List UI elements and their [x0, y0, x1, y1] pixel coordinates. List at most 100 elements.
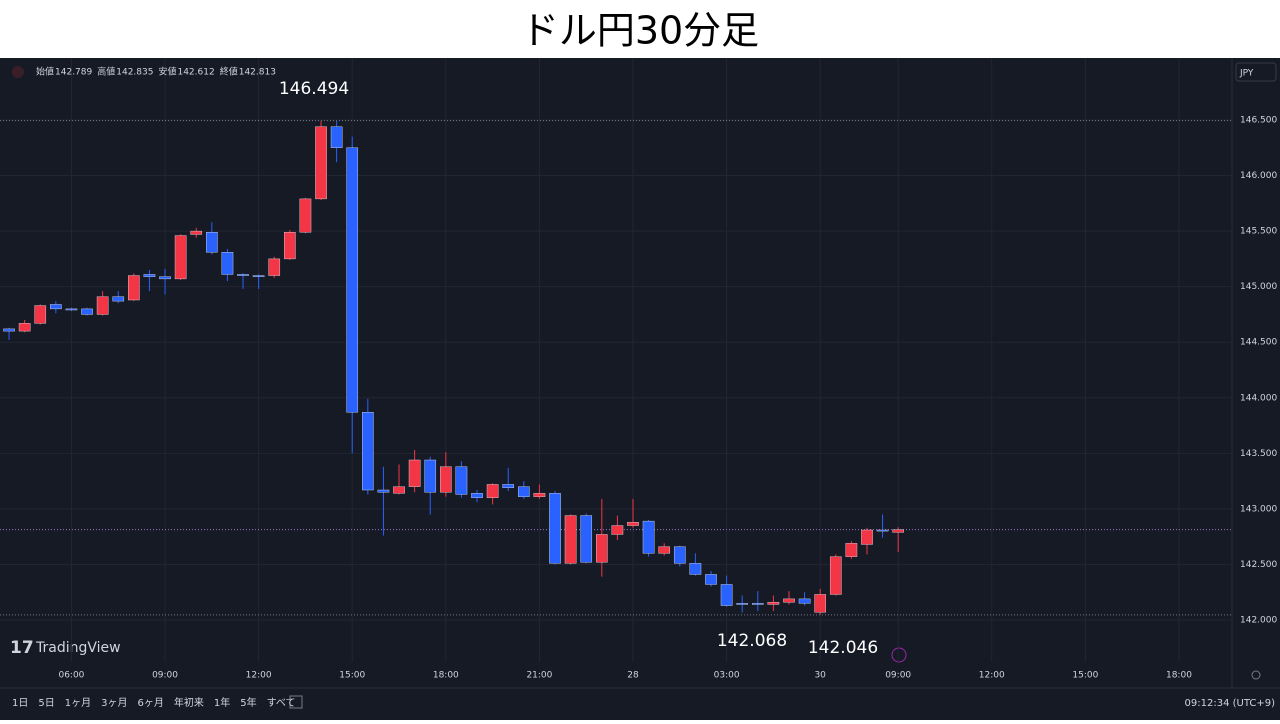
candle-body	[845, 543, 858, 557]
candle-body	[377, 489, 390, 493]
candle-body	[829, 556, 842, 595]
event-icon[interactable]	[891, 647, 907, 663]
ohlc-value: 142.813	[239, 68, 276, 78]
candle-body	[564, 515, 577, 564]
range-button[interactable]: 1ヶ月	[65, 697, 91, 709]
currency-box[interactable]	[1235, 62, 1277, 82]
candle-body	[237, 274, 249, 276]
candle-body	[673, 546, 686, 564]
range-button[interactable]: 年初来	[174, 696, 204, 709]
candle-body	[315, 126, 327, 200]
y-tick-label: 146.500	[1240, 116, 1277, 126]
menu-icon[interactable]	[12, 66, 24, 78]
candle-body	[299, 198, 312, 233]
x-tick-label: 15:00	[339, 671, 365, 681]
candle-body	[221, 252, 234, 275]
range-button[interactable]: 6ヶ月	[138, 697, 164, 709]
chart-title: ドル円30分足	[521, 9, 759, 53]
candle-body	[252, 275, 265, 277]
candle-body	[330, 126, 343, 148]
candle-body	[533, 493, 546, 497]
range-button[interactable]: 1日	[12, 698, 28, 709]
candle-body	[798, 598, 811, 604]
ohlc-label: 安値	[158, 66, 176, 78]
candle-body	[440, 466, 452, 493]
ohlc-value: 142.835	[116, 68, 153, 78]
ohlc-label: 高値	[97, 66, 115, 78]
x-tick-label: 12:00	[246, 671, 272, 681]
title-band	[0, 0, 1280, 58]
x-tick-label: 18:00	[1166, 671, 1192, 681]
candle-body	[892, 529, 904, 533]
y-tick-label: 145.500	[1240, 227, 1277, 237]
range-button[interactable]: 5日	[38, 698, 54, 709]
candle-body	[143, 274, 156, 277]
x-tick-label: 03:00	[714, 671, 740, 681]
candle-body	[783, 598, 795, 603]
candle-body	[549, 493, 561, 564]
candle-body	[174, 235, 187, 280]
candle-body	[595, 534, 608, 563]
candle-body	[50, 304, 62, 310]
candle-body	[486, 484, 499, 498]
y-tick-label: 143.500	[1240, 449, 1277, 459]
candle-body	[393, 486, 405, 494]
candle-body	[642, 520, 655, 554]
logo: 17 TradingView	[10, 638, 121, 658]
x-tick-label: 06:00	[58, 671, 84, 681]
currency[interactable]: JPY	[1239, 69, 1254, 79]
candle-body	[876, 529, 889, 532]
candle-body	[814, 594, 827, 613]
candle-body	[362, 412, 374, 491]
ohlc-label: 始値	[36, 66, 54, 78]
x-tick-label: 21:00	[526, 671, 552, 681]
candle-body	[346, 147, 359, 413]
date-range-icon[interactable]	[289, 695, 303, 709]
y-tick-label: 142.500	[1240, 560, 1277, 570]
candle-body	[767, 602, 780, 605]
range-button[interactable]: 3ヶ月	[101, 697, 127, 709]
annotation: 142.068	[717, 631, 787, 651]
candle-body	[190, 230, 203, 235]
candle-body	[502, 484, 515, 488]
logo-text: TradingView	[35, 640, 121, 656]
candle-body	[112, 296, 125, 302]
candle-body	[689, 563, 702, 575]
y-tick-label: 145.000	[1240, 282, 1277, 292]
y-tick-label: 144.000	[1240, 393, 1277, 403]
candle-body	[705, 574, 717, 585]
candle-body	[517, 486, 530, 497]
candle-body	[580, 515, 593, 563]
candle-body	[408, 459, 421, 487]
candle-body	[736, 603, 749, 605]
x-tick-label: 28	[627, 671, 639, 681]
candle-body	[206, 232, 218, 253]
settings-icon[interactable]	[1251, 670, 1261, 680]
range-button[interactable]: 5年	[240, 696, 256, 709]
candle-body	[96, 296, 109, 315]
x-tick-label: 15:00	[1072, 671, 1098, 681]
y-tick-label: 142.000	[1240, 616, 1277, 626]
candle-body	[81, 308, 93, 315]
range-button[interactable]: 1年	[214, 696, 230, 709]
logo-mark: 17	[10, 638, 34, 658]
clock: 09:12:34 (UTC+9)	[1185, 698, 1276, 709]
candle-body	[65, 308, 78, 311]
candle-body	[18, 323, 31, 332]
annotation: 142.046	[808, 638, 878, 658]
candle-body	[3, 328, 15, 332]
range-button[interactable]: すべて	[267, 697, 296, 709]
x-tick-label: 09:00	[885, 671, 911, 681]
candle-body	[658, 546, 671, 554]
candle-body	[268, 258, 281, 276]
x-tick-label: 30	[814, 671, 826, 681]
candle-body	[720, 584, 733, 606]
y-tick-label: 146.000	[1240, 171, 1277, 181]
candle-body	[284, 232, 296, 260]
candle-body	[611, 525, 624, 535]
candle-body	[627, 522, 639, 526]
chart-background	[0, 58, 1280, 720]
candle-body	[471, 493, 483, 498]
candle-body	[424, 459, 437, 493]
